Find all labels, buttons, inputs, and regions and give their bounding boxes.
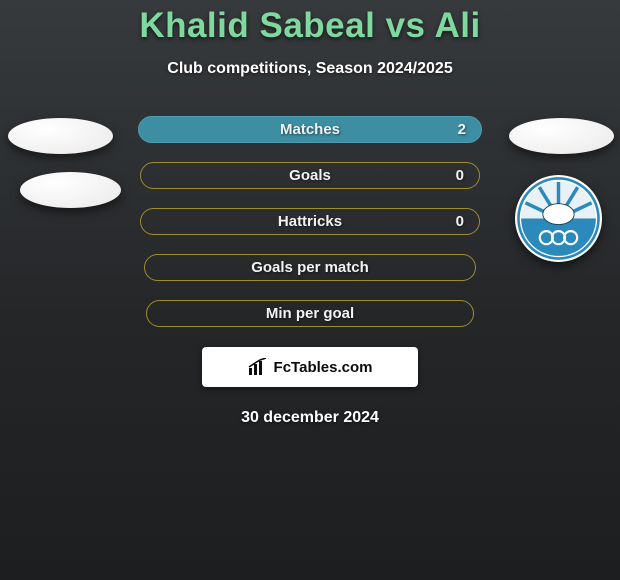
stat-bar: Matches 2 xyxy=(138,116,482,143)
player2-name: Ali xyxy=(434,6,480,45)
stat-value: 0 xyxy=(456,167,464,184)
stat-row: Goals 0 xyxy=(70,162,550,189)
brand-right: Tables.com xyxy=(291,359,372,376)
vs-word: vs xyxy=(386,6,426,45)
stat-label: Hattricks xyxy=(278,213,342,230)
stat-row: Matches 2 xyxy=(70,116,550,143)
stat-bar: Goals per match xyxy=(144,254,476,281)
stat-value: 0 xyxy=(456,213,464,230)
player1-badge-bottom xyxy=(20,172,121,208)
stat-label: Matches xyxy=(280,121,340,138)
player1-name: Khalid Sabeal xyxy=(139,6,375,45)
brand-text: FcTables.com xyxy=(274,359,373,376)
club-logo xyxy=(515,175,602,262)
chart-icon xyxy=(248,358,268,376)
stat-bar: Hattricks 0 xyxy=(140,208,480,235)
stat-row: Hattricks 0 xyxy=(70,208,550,235)
stat-row: Min per goal xyxy=(70,300,550,327)
stat-row: Goals per match xyxy=(70,254,550,281)
page-title: Khalid Sabeal vs Ali xyxy=(139,6,480,46)
stat-bar: Min per goal xyxy=(146,300,474,327)
stat-label: Goals per match xyxy=(251,259,369,276)
player2-badge-top xyxy=(509,118,614,154)
stat-label: Min per goal xyxy=(266,305,354,322)
shield-icon xyxy=(515,175,602,262)
stat-value: 2 xyxy=(458,121,466,138)
subtitle: Club competitions, Season 2024/2025 xyxy=(167,60,452,78)
player1-badge-top xyxy=(8,118,113,154)
footer-date: 30 december 2024 xyxy=(241,409,379,427)
stat-label: Goals xyxy=(289,167,331,184)
brand-card[interactable]: FcTables.com xyxy=(202,347,418,387)
stat-bar: Goals 0 xyxy=(140,162,480,189)
brand-left: Fc xyxy=(274,359,292,376)
